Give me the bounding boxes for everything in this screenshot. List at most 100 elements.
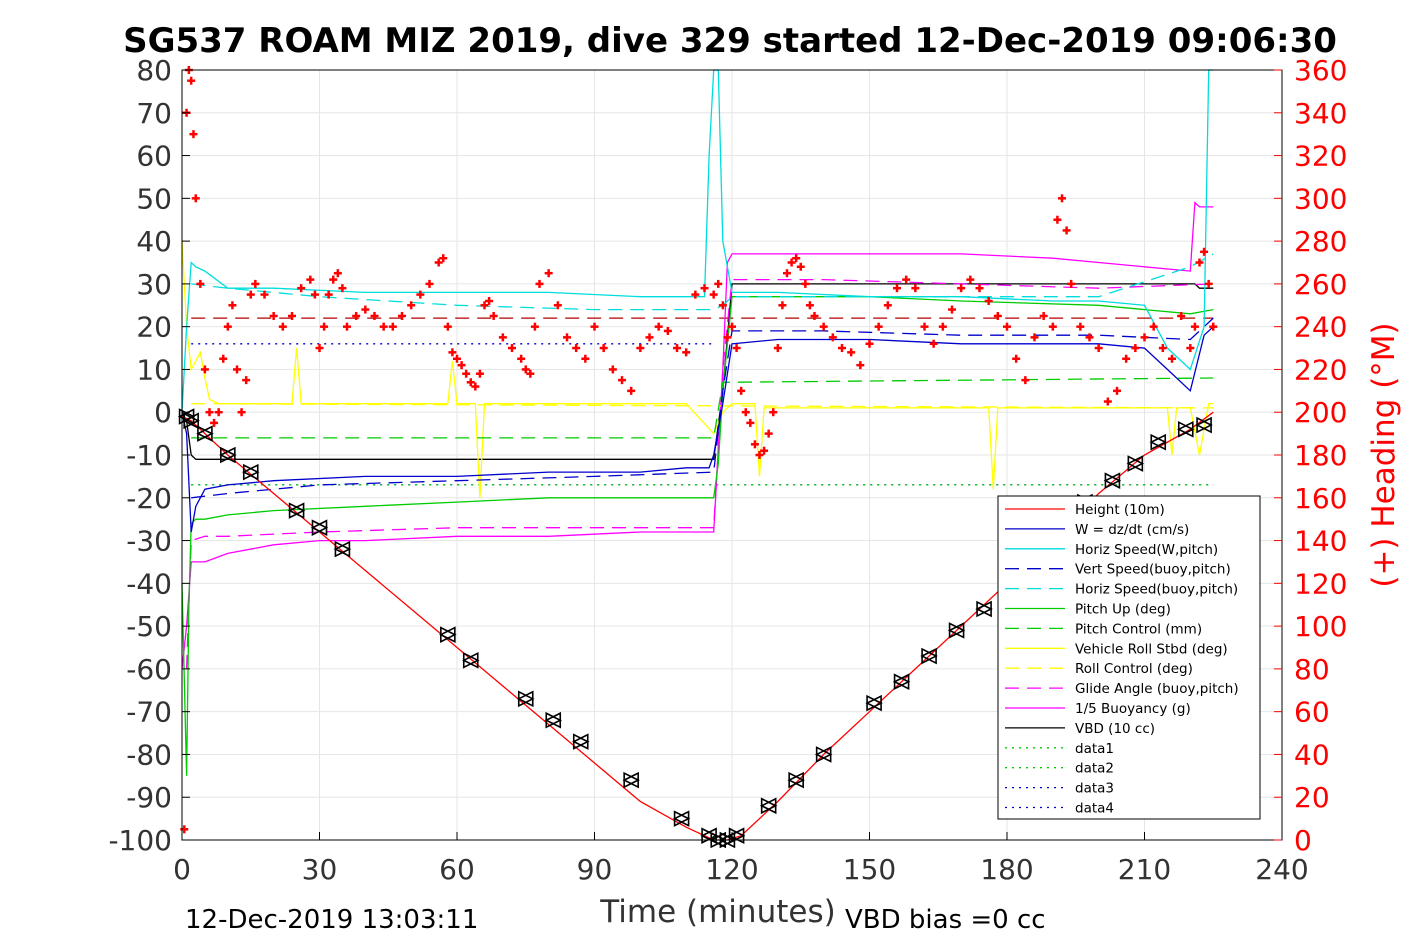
marker-triangle-right [1150,433,1168,451]
y-tick-label: 40 [136,225,172,258]
marker-triangle-right [948,622,966,639]
y2-tick-label: 100 [1294,610,1347,643]
y2-tick-label: 140 [1294,525,1347,558]
x-tick-label: 180 [980,853,1033,886]
y2-tick-label: 300 [1294,182,1347,215]
y2-tick-label: 20 [1294,781,1330,814]
legend-label: Roll Control (deg) [1075,661,1193,677]
y-tick-label: -30 [126,525,172,558]
y-tick-label: -90 [126,781,172,814]
y2-tick-label: 160 [1294,482,1347,515]
x-tick-label: 90 [577,853,613,886]
legend-label: Height (10m) [1075,502,1165,518]
legend-label: data3 [1075,781,1114,797]
y2-tick-label: 340 [1294,97,1347,130]
y-tick-label: 50 [136,182,172,215]
series-line [181,241,1214,498]
marker-triangle-right [788,771,805,789]
y2-tick-label: 260 [1294,268,1347,301]
y-tick-label: -40 [126,567,172,600]
legend-label: data1 [1075,741,1114,757]
x-tick-labels: 0 30 60 90 120 150 180 210 240 [173,832,1309,886]
marker-triangle-right [1196,416,1213,434]
y-tick-label: 10 [136,353,172,386]
y2-tick-label: 60 [1294,696,1330,729]
legend-label: 1/5 Buoyancy (g) [1075,701,1191,717]
legend-label: data4 [1075,801,1114,817]
marker-triangle-right [242,463,260,481]
y-tick-label: -100 [108,824,172,857]
footer-timestamp: 12-Dec-2019 13:03:11 [185,905,478,935]
y-tick-label: -10 [126,439,172,472]
y-tick-labels: 80 70 60 50 40 30 20 10 0 -10 -20 -30 -40 -50 -60 -70 -8… [108,54,190,857]
marker-triangle-right [334,540,352,558]
heading-layer [180,66,1218,834]
y2-tick-label: 200 [1294,396,1347,429]
y-tick-label: -50 [126,610,172,643]
legend-label: Pitch Up (deg) [1075,602,1171,618]
y2-tick-label: 280 [1294,225,1347,258]
y-tick-label: -60 [126,653,172,686]
y2-tick-labels: 3603403203002802602402202001801601401201… [1274,54,1347,857]
marker-triangle-right [197,425,214,442]
marker-triangle-right [976,600,993,618]
series-line [181,201,1214,669]
series-line [191,403,1214,409]
x-tick-label: 240 [1255,853,1308,886]
y-tick-label: 70 [136,97,172,130]
legend-label: W = dz/dt (cm/s) [1075,522,1189,538]
y2-axis-label: (+) Heading (°M) [1366,322,1402,587]
marker-triangle-right [701,827,718,845]
marker-triangle-right [728,827,746,845]
marker-triangle-right [572,733,590,750]
marker-triangle-right [815,746,833,763]
marker-triangle-right [183,412,200,430]
footer-vbd-bias: VBD bias =0 cc [845,905,1046,935]
x-tick-label: 0 [173,853,191,886]
y-tick-label: -80 [126,738,172,771]
series-line [191,377,1214,439]
x-tick-label: 30 [302,853,338,886]
legend-box [997,495,1261,820]
marker-layer [177,408,1213,849]
y2-tick-label: 0 [1294,824,1312,857]
marker-triangle-right [623,771,640,789]
y2-tick-label: 240 [1294,311,1347,344]
marker-triangle-right [893,673,911,691]
y-tick-label: 30 [136,268,172,301]
marker-triangle-right [760,797,778,815]
marker-triangle-right [1177,421,1195,438]
series-line [191,317,1214,499]
marker-triangle-right [311,519,329,537]
x-axis-label: Time (minutes) [599,894,835,930]
y2-tick-label: 180 [1294,439,1347,472]
y2-tick-label: 80 [1294,653,1330,686]
x-tick-label: 60 [439,853,475,886]
chart-title: SG537 ROAM MIZ 2019, dive 329 started 12… [123,21,1337,61]
legend-label: Vert Speed(buoy,pitch) [1075,562,1231,578]
marker-triangle-right [673,810,691,827]
legend-label: Horiz Speed(buoy,pitch) [1075,582,1238,598]
y2-tick-label: 40 [1294,738,1330,771]
series-line [181,296,1214,776]
y2-tick-label: 220 [1294,353,1347,386]
marker-triangle-right [921,647,938,665]
marker-triangle-right [1104,472,1122,489]
y-tick-label: 80 [136,54,172,87]
y2-tick-label: 320 [1294,140,1347,173]
marker-triangle-right [1127,455,1145,472]
marker-triangle-right [866,694,883,712]
series-line [185,278,1214,669]
y-tick-label: 20 [136,311,172,344]
legend: Height (10m) W = dz/dt (cm/s) Horiz Speed(… [997,495,1261,820]
y-tick-label: -20 [126,482,172,515]
marker-triangle-right [440,626,457,643]
legend-label: data2 [1075,761,1114,777]
legend-label: Pitch Control (mm) [1075,621,1202,637]
y2-tick-label: 360 [1294,54,1347,87]
legend-label: Horiz Speed(W,pitch) [1075,542,1218,558]
y-tick-label: -70 [126,696,172,729]
y2-tick-label: 120 [1294,567,1347,600]
x-tick-label: 120 [705,853,758,886]
y-tick-label: 0 [154,396,172,429]
